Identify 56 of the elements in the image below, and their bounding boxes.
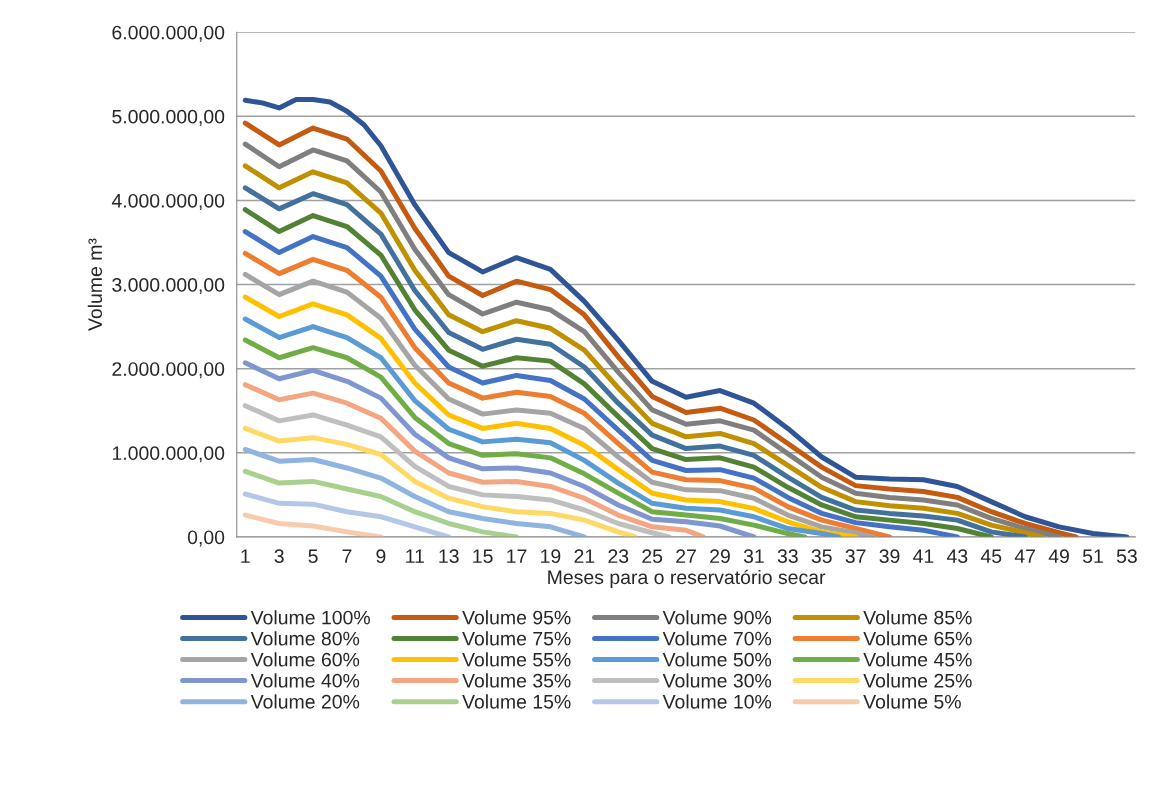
x-tick-label: 45 bbox=[980, 549, 1002, 564]
x-tick-label: 27 bbox=[676, 549, 696, 563]
legend-label: Volume 85% bbox=[863, 610, 972, 625]
x-tick-label: 41 bbox=[913, 549, 934, 563]
legend-label: Volume 55% bbox=[462, 652, 571, 667]
legend-label: Volume 30% bbox=[662, 673, 772, 688]
legend-label: Volume 80% bbox=[250, 631, 360, 646]
legend-label: Volume 15% bbox=[462, 694, 571, 709]
x-tick-label: 7 bbox=[342, 549, 352, 563]
y-axis-title: Volume m³ bbox=[87, 238, 103, 331]
x-tick-label: 17 bbox=[507, 549, 527, 563]
legend-label: Volume 20% bbox=[250, 694, 360, 709]
legend-label: Volume 100% bbox=[250, 610, 370, 625]
y-tick-label: 3.000.000,00 bbox=[112, 278, 225, 295]
legend-label: Volume 40% bbox=[250, 673, 360, 688]
x-tick-label: 3 bbox=[274, 549, 284, 564]
legend-label: Volume 60% bbox=[250, 652, 360, 667]
x-tick-label: 33 bbox=[777, 549, 798, 564]
legend-label: Volume 50% bbox=[662, 652, 772, 667]
x-tick-label: 51 bbox=[1082, 549, 1103, 564]
legend-label: Volume 5% bbox=[863, 694, 961, 709]
x-tick-label: 37 bbox=[845, 549, 866, 564]
legend-label: Volume 75% bbox=[462, 631, 571, 646]
legend-label: Volume 10% bbox=[662, 694, 772, 709]
x-tick-label: 49 bbox=[1048, 549, 1069, 564]
y-tick-label: 6.000.000,00 bbox=[112, 25, 225, 42]
x-tick-label: 25 bbox=[642, 549, 663, 564]
x-tick-label: 53 bbox=[1116, 549, 1137, 564]
x-tick-label: 35 bbox=[811, 549, 832, 564]
y-tick-label: 4.000.000,00 bbox=[111, 193, 225, 210]
legend-label: Volume 25% bbox=[863, 673, 972, 688]
y-tick-label: 2.000.000,00 bbox=[112, 362, 225, 379]
x-tick-label: 15 bbox=[473, 549, 493, 564]
y-tick-label: 5.000.000,00 bbox=[112, 109, 225, 126]
y-tick-label: 1.000.000,00 bbox=[112, 446, 225, 463]
x-tick-label: 47 bbox=[1014, 549, 1035, 563]
legend-label: Volume 35% bbox=[462, 673, 571, 688]
x-tick-label: 23 bbox=[608, 549, 629, 564]
legend-label: Volume 45% bbox=[863, 652, 972, 667]
legend-label: Volume 65% bbox=[863, 631, 972, 646]
x-tick-label: 39 bbox=[879, 549, 900, 564]
x-tick-label: 19 bbox=[541, 549, 561, 564]
x-tick-label: 31 bbox=[743, 549, 764, 564]
x-tick-label: 13 bbox=[439, 549, 459, 564]
x-tick-label: 11 bbox=[406, 549, 424, 563]
y-tick-label: 0,00 bbox=[187, 530, 225, 547]
x-tick-label: 29 bbox=[710, 549, 730, 564]
x-tick-label: 43 bbox=[946, 549, 968, 564]
legend-label: Volume 90% bbox=[662, 610, 772, 625]
x-axis-title: Meses para o reservatório secar bbox=[548, 569, 826, 588]
x-tick-label: 1 bbox=[241, 549, 250, 563]
legend-label: Volume 95% bbox=[462, 610, 571, 625]
x-tick-label: 5 bbox=[308, 549, 318, 564]
x-tick-label: 9 bbox=[376, 549, 386, 564]
legend-label: Volume 70% bbox=[662, 631, 772, 646]
x-tick-label: 21 bbox=[574, 549, 595, 563]
